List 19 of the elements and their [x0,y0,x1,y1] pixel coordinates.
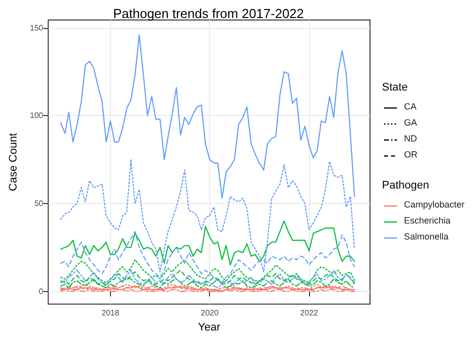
text: ND [404,134,418,144]
x-tick-label: 2022 [300,308,319,318]
y-tick-label: 0 [38,286,44,296]
x-tick-label: 2018 [101,308,120,318]
text: Escherichia [404,216,451,226]
text: Campylobacter [404,200,465,210]
chart-title: Pathogen trends from 2017-2022 [113,6,304,21]
text: Pathogen [382,180,430,192]
y-tick-label: 50 [34,198,44,208]
x-axis-title: Year [198,322,221,334]
x-tick-label: 2020 [200,308,220,318]
text: State [382,82,408,94]
y-tick-label: 150 [30,23,44,32]
text: GA [404,118,418,128]
text: Salmonella [404,232,449,242]
text: CA [404,102,417,112]
text: OR [404,150,418,160]
y-axis-title: Case Count [8,133,20,192]
y-tick-label: 100 [30,111,44,120]
